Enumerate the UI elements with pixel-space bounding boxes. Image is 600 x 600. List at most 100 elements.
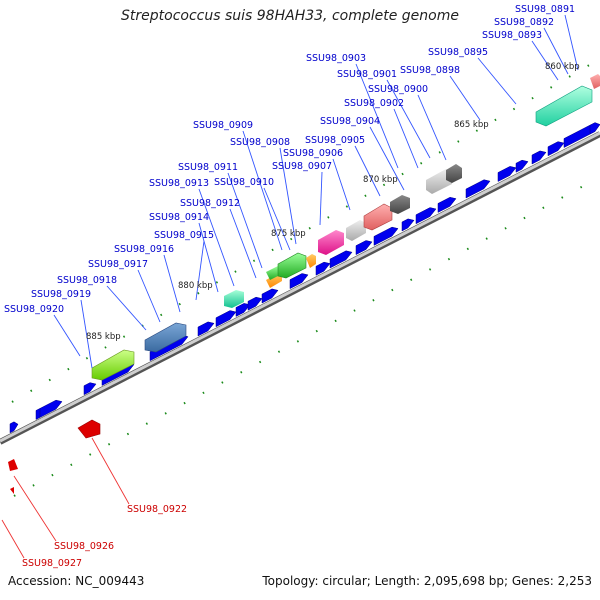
forward-gene-arrow[interactable] [531,150,547,165]
scale-label: 865 kbp [454,120,489,130]
gene-label[interactable]: SSU98_0911 [178,162,238,173]
gene-label-red[interactable]: SSU98_0926 [54,541,114,552]
gene-label-red[interactable]: SSU98_0927 [22,558,82,569]
forward-gene-arrow[interactable] [289,273,309,290]
forward-gene-arrow[interactable] [197,321,215,337]
gene-label[interactable]: SSU98_0917 [88,259,148,270]
leader-line [198,188,235,287]
leader-line-red [91,437,130,505]
forward-gene-arrow[interactable] [589,122,600,135]
feature-block-dgray-a[interactable] [390,195,410,214]
leader-line-red [13,475,57,542]
leader-line [263,187,291,251]
gene-label[interactable]: SSU98_0898 [400,65,460,76]
feature-block-lime[interactable] [91,349,135,381]
feature-block-orange-a[interactable] [266,273,282,288]
gene-SSU98_0926[interactable] [8,459,18,471]
gene-label[interactable]: SSU98_0903 [306,53,366,64]
gene-label[interactable]: SSU98_0919 [31,289,91,300]
leader-line [229,208,257,279]
forward-gene-arrow[interactable] [497,166,517,182]
forward-gene-arrow[interactable] [235,303,251,317]
gene-label[interactable]: SSU98_0909 [193,120,253,131]
feature-block-salmon[interactable] [363,203,393,231]
gene-label[interactable]: SSU98_0893 [482,30,542,41]
gene-label[interactable]: SSU98_0900 [368,84,428,95]
feature-block-lgray[interactable] [346,220,366,241]
gene-label[interactable]: SSU98_0895 [428,47,488,58]
forward-gene-arrow[interactable] [39,399,63,418]
leader-line [319,171,323,226]
reverse-gene-track [8,419,101,494]
leader-line [477,57,517,105]
leader-line [332,158,351,211]
leader-line [242,130,283,251]
gene-label[interactable]: SSU98_0920 [4,304,64,315]
forward-gene-arrow[interactable] [315,261,331,276]
leader-line [354,145,381,197]
forward-gene-arrow[interactable] [515,159,529,173]
forward-gene-arrow[interactable] [247,296,263,311]
gene-label[interactable]: SSU98_0912 [180,198,240,209]
forward-gene-arrow[interactable] [261,288,279,304]
leader-line [53,314,81,357]
gene-label[interactable]: SSU98_0913 [149,178,209,189]
gene-label[interactable]: SSU98_0891 [515,4,575,15]
forward-gene-arrow[interactable] [215,310,237,328]
gene-label[interactable]: SSU98_0907 [272,161,332,172]
feature-block-teal[interactable] [224,290,244,308]
gene-label[interactable]: SSU98_0910 [214,177,274,188]
leader-line [279,147,297,245]
feature-block-mint[interactable] [535,85,593,127]
leader-line [386,79,431,159]
label-leader-lines [1,14,579,559]
feature-block-salmon-b[interactable] [590,74,600,89]
feature-blocks [91,74,600,381]
leader-line [227,172,263,269]
leader-line [393,108,419,169]
leader-line [564,14,579,71]
feature-block-orange-b[interactable] [306,254,316,268]
leader-line [449,75,481,121]
forward-gene-arrow[interactable] [465,179,491,199]
gene-SSU98_0922[interactable] [77,419,101,439]
gene-label[interactable]: SSU98_0906 [283,148,343,159]
gene-label[interactable]: SSU98_0901 [337,69,397,80]
scale-label: 885 kbp [86,332,121,342]
gene-label[interactable]: SSU98_0905 [305,135,365,146]
scale-label: 875 kbp [271,229,306,239]
leader-line [195,240,205,301]
gene-label[interactable]: SSU98_0916 [114,244,174,255]
forward-gene-arrow[interactable] [437,196,457,213]
leader-line [137,269,161,323]
forward-gene-arrow[interactable] [401,218,415,232]
forward-gene-arrow[interactable] [547,141,565,157]
forward-gene-arrow[interactable] [415,207,437,225]
forward-gene-arrow[interactable] [373,226,399,246]
scale-label: 880 kbp [178,281,213,291]
gene-label[interactable]: SSU98_0904 [320,116,380,127]
feature-block-green-b[interactable] [277,252,307,279]
leader-line [106,285,147,331]
leader-line [369,126,405,191]
gene-label[interactable]: SSU98_0915 [154,230,214,241]
leader-line [80,299,93,369]
forward-gene-arrow[interactable] [329,250,353,269]
forward-gene-arrow[interactable] [9,421,19,434]
feature-block-lgray-b[interactable] [426,169,452,194]
forward-gene-arrow[interactable] [355,240,373,256]
forward-gene-arrow[interactable] [83,382,97,396]
gene-label[interactable]: SSU98_0892 [494,17,554,28]
gene-SSU98_0927[interactable] [10,487,14,494]
gene-label[interactable]: SSU98_0914 [149,212,209,223]
forward-gene-track [9,122,600,434]
gene-label[interactable]: SSU98_0908 [230,137,290,148]
feature-block-pink[interactable] [318,230,344,255]
gene-label[interactable]: SSU98_0918 [57,275,117,286]
gene-labels-red: SSU98_0922 SSU98_0926 SSU98_0927 [22,504,187,569]
feature-block-steel[interactable] [144,322,187,353]
feature-block-dgray-b[interactable] [446,164,462,183]
gene-label-red[interactable]: SSU98_0922 [127,504,187,515]
gene-label[interactable]: SSU98_0902 [344,98,404,109]
